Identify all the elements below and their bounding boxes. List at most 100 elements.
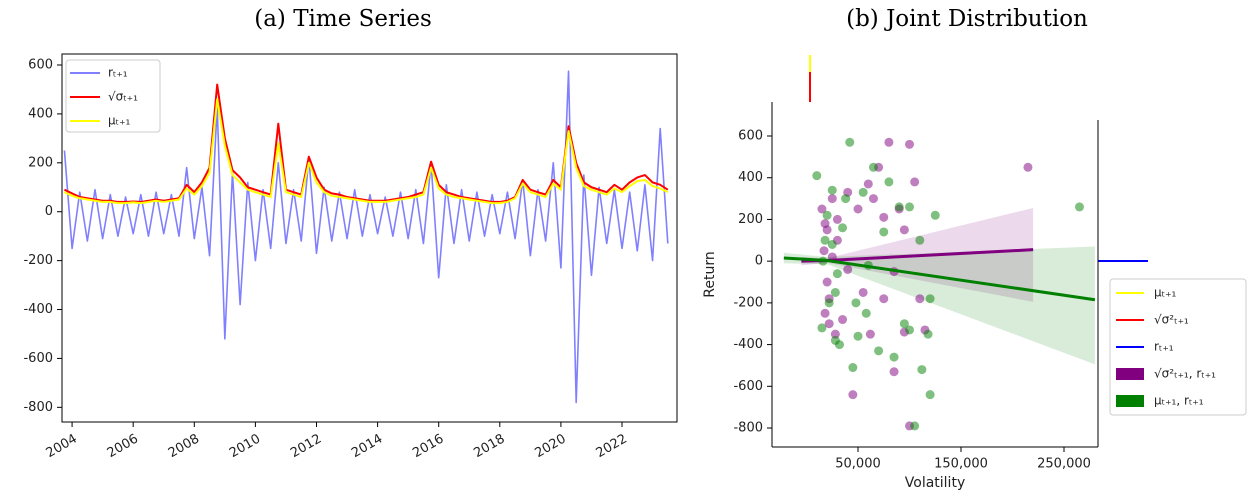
scatter-point bbox=[899, 225, 909, 235]
scatter-point bbox=[1023, 162, 1033, 172]
scatter-point bbox=[894, 202, 904, 212]
scatter-point bbox=[884, 137, 894, 147]
x-tick-label: 2008 bbox=[166, 432, 202, 462]
scatter-point bbox=[917, 365, 927, 375]
scatter-point bbox=[861, 308, 871, 318]
x-tick-label: 2006 bbox=[105, 432, 141, 462]
scatter-point bbox=[832, 269, 842, 279]
scatter-point bbox=[905, 139, 915, 149]
scatter-point bbox=[820, 235, 830, 245]
legend-swatch bbox=[1116, 368, 1144, 380]
scatter-point bbox=[812, 171, 822, 181]
y-tick-label: 200 bbox=[28, 155, 53, 170]
scatter-point bbox=[915, 235, 925, 245]
scatter-point bbox=[910, 421, 920, 431]
scatter-point bbox=[832, 214, 842, 224]
scatter-point bbox=[851, 298, 861, 308]
scatter-point bbox=[923, 329, 933, 339]
scatter-point bbox=[889, 367, 899, 377]
scatter-point bbox=[838, 223, 848, 233]
x-tick-label: 150,000 bbox=[934, 457, 988, 472]
plot-frame bbox=[61, 53, 678, 423]
scatter-point bbox=[858, 287, 868, 297]
scatter-point bbox=[874, 346, 884, 356]
y-tick-label: 600 bbox=[738, 128, 763, 143]
scatter-point bbox=[863, 179, 873, 189]
scatter-point bbox=[827, 194, 837, 204]
scatter-point bbox=[824, 319, 834, 329]
y-tick-label: 400 bbox=[738, 170, 763, 185]
y-tick-label: -200 bbox=[23, 253, 53, 268]
scatter-point bbox=[827, 185, 837, 195]
scatter-point bbox=[925, 390, 935, 400]
scatter-point bbox=[899, 319, 909, 329]
scatter-point bbox=[868, 162, 878, 172]
scatter-point bbox=[827, 239, 837, 249]
scatter-point bbox=[817, 323, 827, 333]
legend-box bbox=[1109, 278, 1247, 416]
scatter-point bbox=[930, 210, 940, 220]
scatter-point bbox=[830, 329, 840, 339]
y-tick-label: -800 bbox=[733, 421, 763, 436]
scatter-point bbox=[824, 298, 834, 308]
x-tick-label: 2014 bbox=[349, 432, 385, 462]
y-tick-label: -400 bbox=[23, 302, 53, 317]
confidence-band bbox=[783, 246, 1095, 365]
y-tick-label: -600 bbox=[23, 351, 53, 366]
scatter-point bbox=[822, 210, 832, 220]
legend-label: μₜ₊₁ bbox=[108, 114, 131, 128]
scatter-point bbox=[925, 294, 935, 304]
legend-label: μₜ₊₁ bbox=[1154, 286, 1177, 300]
scatter-point bbox=[910, 177, 920, 187]
y-tick-label: 200 bbox=[738, 212, 763, 227]
scatter-point bbox=[905, 202, 915, 212]
scatter-point bbox=[853, 331, 863, 341]
legend-label: μₜ₊₁, rₜ₊₁ bbox=[1154, 394, 1204, 408]
scatter-point bbox=[822, 277, 832, 287]
y-tick-label: -200 bbox=[733, 295, 763, 310]
scatter-point bbox=[879, 227, 889, 237]
x-tick-label: 2016 bbox=[410, 432, 446, 462]
series-line bbox=[64, 98, 669, 205]
y-tick-label: 0 bbox=[755, 254, 763, 269]
y-axis-label: Return bbox=[702, 251, 718, 297]
y-tick-label: 600 bbox=[28, 58, 53, 73]
legend-label: √σ²ₜ₊₁, rₜ₊₁ bbox=[1154, 367, 1216, 381]
scatter-point bbox=[868, 194, 878, 204]
scatter-point bbox=[843, 264, 853, 274]
y-tick-label: 400 bbox=[28, 106, 53, 121]
scatter-point bbox=[879, 294, 889, 304]
scatter-point bbox=[820, 219, 830, 229]
x-tick-label: 2010 bbox=[227, 432, 263, 462]
legend-box bbox=[65, 59, 161, 133]
x-tick-label: 2012 bbox=[288, 432, 324, 462]
scatter-point bbox=[915, 294, 925, 304]
scatter-point bbox=[853, 204, 863, 214]
y-tick-label: -400 bbox=[733, 337, 763, 352]
scatter-point bbox=[838, 315, 848, 325]
scatter-point bbox=[905, 325, 915, 335]
scatter-point bbox=[848, 390, 858, 400]
regression-line bbox=[783, 256, 1096, 302]
y-tick-label: 0 bbox=[45, 204, 53, 219]
legend-label: rₜ₊₁ bbox=[108, 66, 128, 80]
series-line bbox=[63, 70, 669, 404]
scatter-point bbox=[858, 187, 868, 197]
scatter-point bbox=[884, 177, 894, 187]
scatter-point bbox=[845, 137, 855, 147]
x-tick-label: 2020 bbox=[532, 432, 568, 462]
scatter-point bbox=[820, 308, 830, 318]
scatter-point bbox=[841, 194, 851, 204]
scatter-point bbox=[865, 329, 875, 339]
scatter-point bbox=[817, 204, 827, 214]
scatter-point bbox=[830, 287, 840, 297]
legend-label: √σ²ₜ₊₁ bbox=[1154, 313, 1189, 327]
chart-title: (a) Time Series bbox=[254, 6, 432, 32]
x-tick-label: 2004 bbox=[44, 432, 80, 462]
scatter-point bbox=[848, 363, 858, 373]
legend-label: rₜ₊₁ bbox=[1154, 340, 1174, 354]
legend-swatch bbox=[1116, 395, 1144, 407]
x-tick-label: 2022 bbox=[594, 432, 630, 462]
y-tick-label: -600 bbox=[733, 379, 763, 394]
